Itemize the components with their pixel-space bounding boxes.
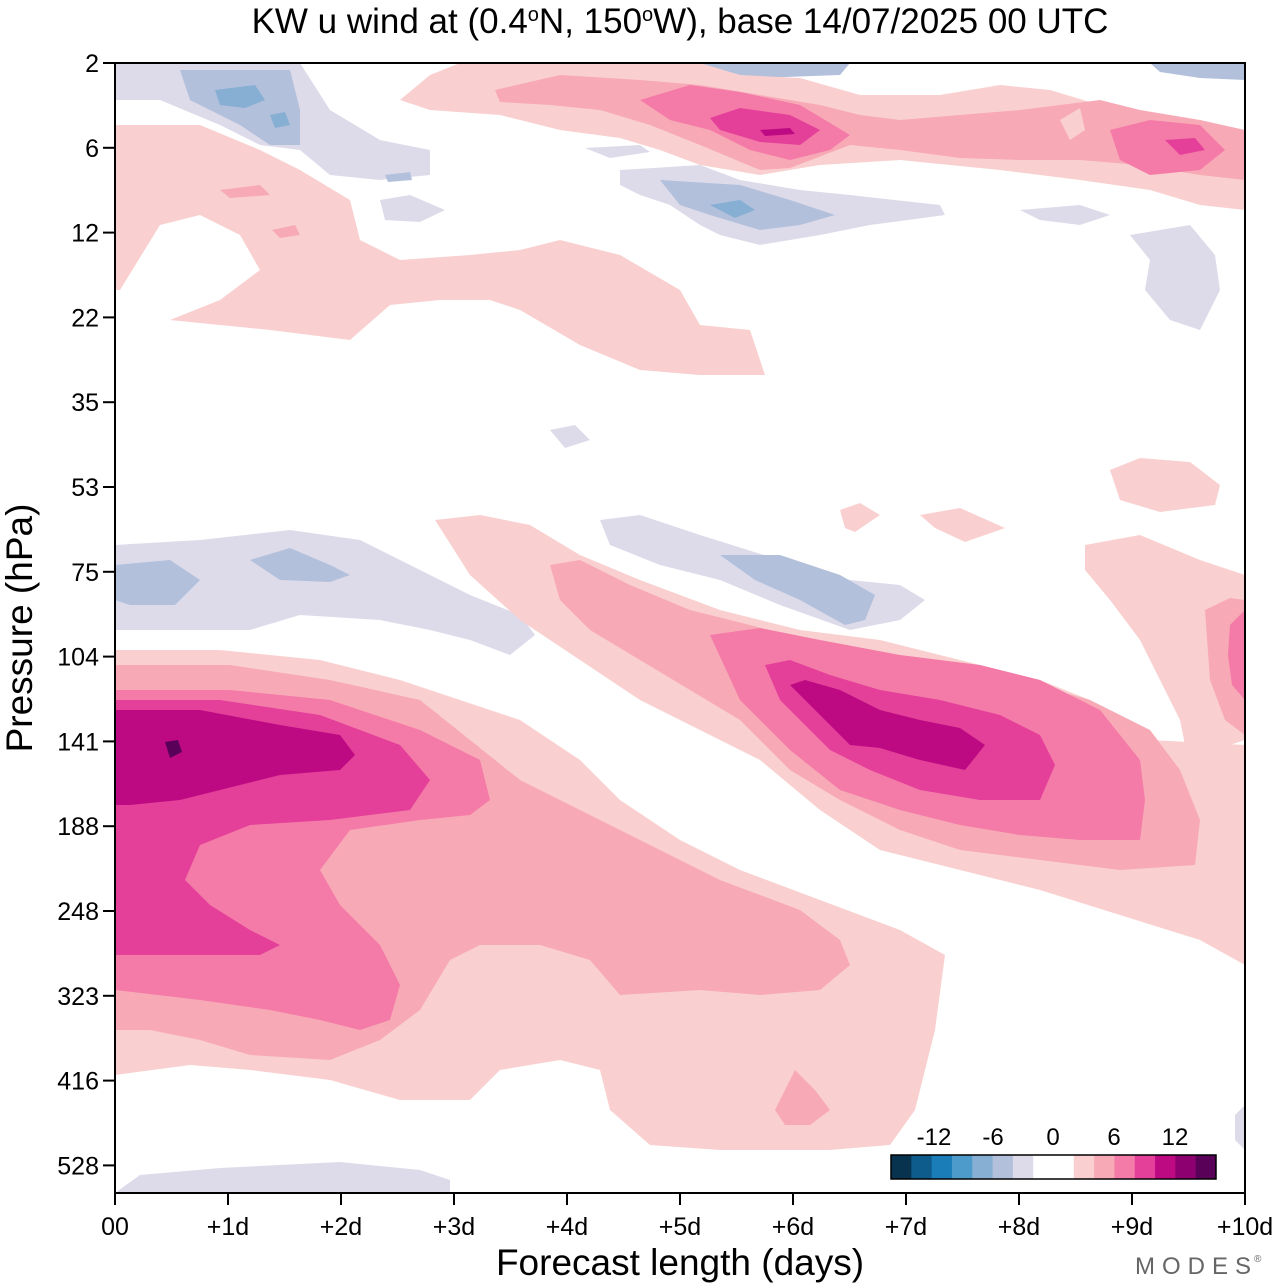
x-tick-label: +2d bbox=[320, 1213, 362, 1241]
colorbar-frame bbox=[890, 1154, 1217, 1180]
colorbar-swatch bbox=[992, 1155, 1014, 1179]
brand-registered-mark: ® bbox=[1254, 1254, 1262, 1265]
colorbar-swatch bbox=[1053, 1155, 1075, 1179]
y-tick-label: 104 bbox=[57, 644, 99, 672]
y-tick-label: 528 bbox=[57, 1152, 99, 1180]
x-tick-label: +7d bbox=[885, 1213, 927, 1241]
x-axis-label: Forecast length (days) bbox=[496, 1242, 864, 1283]
region-pos-top-right-light bbox=[1060, 108, 1085, 140]
x-tick-label: +10d bbox=[1217, 1213, 1273, 1241]
region-neg-top-left-4 bbox=[270, 112, 290, 128]
colorbar-swatch bbox=[911, 1155, 933, 1179]
region-pos-left-band-2 bbox=[220, 185, 270, 198]
region-pos-right-edge-3 bbox=[1228, 610, 1245, 700]
region-neg-right-2 bbox=[1130, 225, 1220, 330]
region-neg-top-right bbox=[1150, 63, 1245, 80]
region-neg-small-b bbox=[585, 145, 650, 158]
colorbar bbox=[890, 1154, 1217, 1180]
y-tick-label: 188 bbox=[57, 813, 99, 841]
region-pos-blob-53c bbox=[920, 508, 1005, 542]
region-neg-dot bbox=[550, 425, 590, 448]
region-pos-top-band-5 bbox=[760, 128, 795, 136]
y-tick-label: 6 bbox=[85, 135, 99, 163]
region-pos-top-band-4 bbox=[710, 108, 820, 145]
region-neg-mid-top-3 bbox=[710, 200, 755, 218]
region-pos-left-band bbox=[115, 125, 765, 375]
y-tick-label: 22 bbox=[71, 304, 99, 332]
y-tick-label: 2 bbox=[85, 50, 99, 78]
x-tick-label: +4d bbox=[546, 1213, 588, 1241]
x-tick-label: +6d bbox=[772, 1213, 814, 1241]
region-pos-desc-5 bbox=[790, 680, 985, 770]
y-tick-label: 53 bbox=[71, 474, 99, 502]
region-neg-mid-left bbox=[115, 530, 535, 655]
colorbar-swatch bbox=[1012, 1155, 1034, 1179]
region-pos-top-right-core-2 bbox=[1165, 138, 1205, 155]
colorbar-tick-label: 6 bbox=[1107, 1124, 1120, 1151]
region-pos-lower-6 bbox=[165, 740, 182, 758]
colorbar-swatch bbox=[1033, 1155, 1054, 1179]
y-tick-label: 323 bbox=[57, 983, 99, 1011]
x-tick-label: +3d bbox=[433, 1213, 475, 1241]
y-tick-label: 416 bbox=[57, 1068, 99, 1096]
y-tick-label: 141 bbox=[57, 728, 99, 756]
region-neg-top-small bbox=[385, 172, 412, 182]
colorbar-tick-label: 0 bbox=[1046, 1124, 1059, 1151]
y-tick-label: 248 bbox=[57, 898, 99, 926]
x-tick-label: +9d bbox=[1111, 1213, 1153, 1241]
colorbar-swatch bbox=[1114, 1155, 1136, 1179]
region-neg-mid-right-2 bbox=[720, 555, 875, 625]
x-tick-label: +8d bbox=[998, 1213, 1040, 1241]
x-tick-label: 00 bbox=[101, 1213, 129, 1241]
y-axis: 2 6 12 22 35 53 75 104 141 188 248 323 416 528 bbox=[57, 50, 115, 1180]
region-neg-bottom-right bbox=[1235, 1105, 1245, 1150]
region-neg-small-a bbox=[380, 195, 445, 222]
region-pos-blob-53b bbox=[840, 503, 880, 532]
contour-field bbox=[115, 63, 1245, 1193]
colorbar-swatch bbox=[1073, 1155, 1095, 1179]
x-axis: 00 +1d +2d +3d +4d +5d +6d +7d +8d +9d +10d bbox=[101, 1193, 1273, 1241]
y-tick-label: 35 bbox=[71, 389, 99, 417]
y-tick-label: 75 bbox=[71, 559, 99, 587]
colorbar-swatch bbox=[951, 1155, 973, 1179]
region-neg-top-left-3 bbox=[215, 85, 265, 108]
chart-title: KW u wind at (0.4oN, 150oW), base 14/07/… bbox=[252, 2, 1109, 41]
colorbar-swatch bbox=[1134, 1155, 1156, 1179]
colorbar-tick-label: -6 bbox=[982, 1124, 1003, 1151]
colorbar-tick-label: 12 bbox=[1162, 1124, 1189, 1151]
x-tick-label: +5d bbox=[659, 1213, 701, 1241]
region-pos-blob-53a bbox=[1110, 458, 1220, 512]
y-tick-label: 12 bbox=[71, 220, 99, 248]
colorbar-swatch bbox=[1175, 1155, 1197, 1179]
x-tick-label: +1d bbox=[207, 1213, 249, 1241]
colorbar-labels: -12 -6 0 6 12 bbox=[917, 1124, 1189, 1151]
brand-logo: MODES bbox=[1135, 1253, 1258, 1280]
region-neg-right-1 bbox=[1020, 205, 1110, 225]
colorbar-swatch bbox=[1155, 1155, 1176, 1179]
region-neg-mid-left-3 bbox=[250, 548, 350, 582]
region-pos-top-right-core bbox=[1110, 120, 1225, 175]
colorbar-swatch bbox=[891, 1155, 912, 1179]
region-neg-top-left-2 bbox=[180, 70, 300, 145]
region-pos-lower-5 bbox=[115, 710, 355, 805]
colorbar-swatch bbox=[1195, 1155, 1217, 1179]
region-neg-mid-left-2 bbox=[115, 560, 200, 605]
colorbar-swatch bbox=[931, 1155, 953, 1179]
colorbar-tick-label: -12 bbox=[917, 1124, 952, 1151]
region-pos-right-edge bbox=[1085, 535, 1245, 750]
region-neg-bottom-left bbox=[115, 1162, 450, 1193]
colorbar-swatch bbox=[1094, 1155, 1115, 1179]
region-pos-left-band-3 bbox=[272, 225, 300, 238]
colorbar-swatch bbox=[972, 1155, 994, 1179]
region-pos-lower-blob bbox=[775, 1070, 830, 1125]
y-axis-label: Pressure (hPa) bbox=[0, 504, 40, 753]
